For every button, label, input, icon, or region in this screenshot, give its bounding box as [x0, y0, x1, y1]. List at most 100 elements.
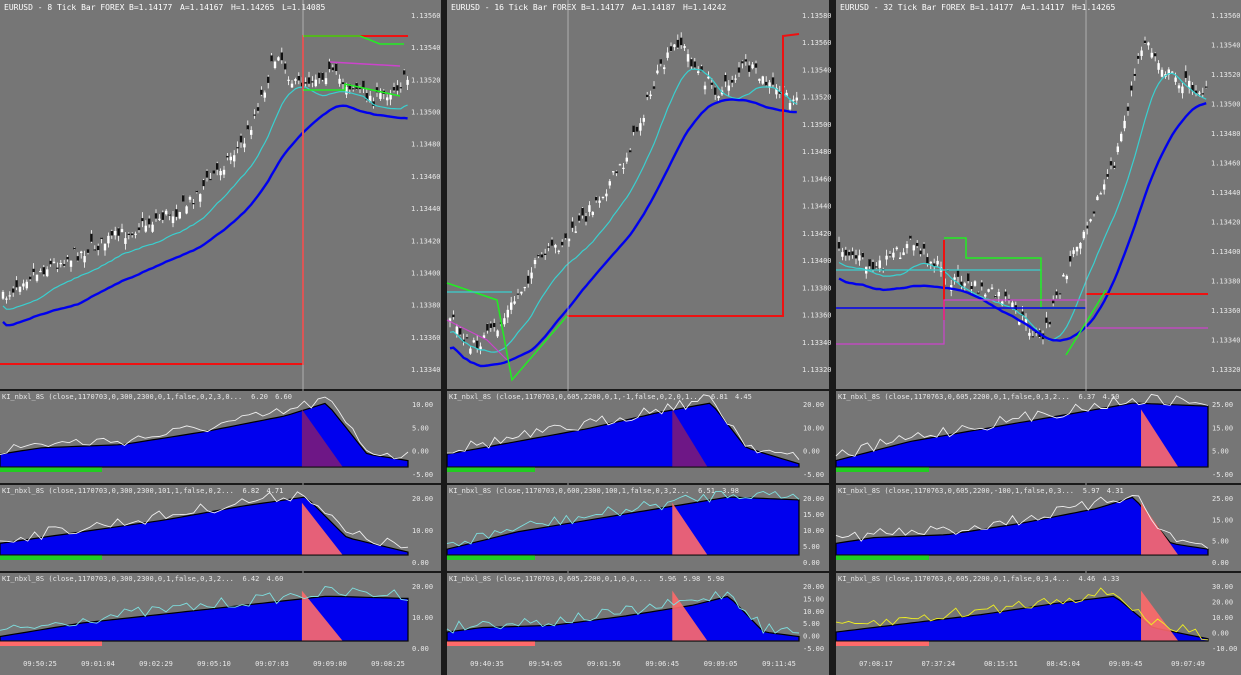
- indicator-signal-line: [0, 586, 409, 631]
- price-pane: [0, 0, 441, 389]
- time-label: 09:07:03: [255, 660, 289, 668]
- candle-body: [758, 78, 761, 81]
- indicator-pane-1: KI_nbxl_8S (close,1170703,0,605,2200,0,1…: [446, 391, 829, 483]
- candle-body: [107, 235, 110, 244]
- time-label: 08:45:04: [1046, 660, 1080, 668]
- candle-body: [714, 87, 717, 95]
- indicator-value: 5.97: [1083, 487, 1100, 495]
- candle-body: [1028, 332, 1031, 336]
- ma-slow-line: [2, 104, 408, 327]
- candle-body: [792, 99, 795, 101]
- candle-body: [771, 77, 775, 85]
- indicator-zone-bar: [836, 467, 929, 472]
- candle-body: [622, 167, 625, 169]
- indicator-histogram: [835, 402, 1209, 468]
- indicator-tick-label: 15.00: [1212, 424, 1233, 432]
- candle-body: [1123, 120, 1126, 129]
- indicator-tick-label: 0.00: [803, 633, 820, 641]
- indicator-tick-label: 5.00: [803, 620, 820, 628]
- candle-body: [595, 196, 598, 201]
- price-tick-label: 1.13500: [802, 121, 832, 129]
- candle-body: [506, 309, 509, 318]
- candle-body: [727, 85, 730, 91]
- price-tick-label: 1.13460: [802, 175, 832, 183]
- indicator-pane-1: KI_nbxl_8S (close,1170763,0,605,2200,0,1…: [835, 391, 1241, 483]
- candle-body: [165, 210, 168, 215]
- candle-body: [967, 273, 970, 282]
- candle-body: [304, 82, 307, 84]
- candle-body: [134, 233, 137, 235]
- indicator-value: 6.51: [698, 487, 715, 495]
- price-tick-label: 1.13460: [1211, 160, 1241, 168]
- candle-body: [885, 255, 888, 260]
- candle-body: [851, 251, 854, 256]
- time-label: 07:37:24: [922, 660, 956, 668]
- candle-body: [871, 261, 875, 270]
- header-value: B=1.14177: [581, 3, 625, 12]
- price-tick-label: 1.13460: [411, 173, 441, 181]
- candle-body: [246, 125, 249, 130]
- green-level-line: [303, 35, 404, 45]
- indicator-tick-label: 0.00: [412, 448, 429, 456]
- indicator-decline-segment: [1141, 409, 1179, 467]
- candle-body: [697, 71, 700, 74]
- candle-body: [523, 286, 526, 289]
- candle-body: [1188, 80, 1191, 89]
- time-label: 09:08:25: [371, 660, 405, 668]
- candle-body: [406, 79, 409, 85]
- candle-body: [795, 97, 798, 101]
- candle-body: [1137, 55, 1140, 59]
- candle-body: [632, 125, 635, 133]
- candle-body: [635, 126, 639, 132]
- candle-body: [768, 82, 771, 88]
- time-label: 09:07:49: [1171, 660, 1205, 668]
- candle-body: [287, 79, 290, 81]
- candle-body: [328, 61, 331, 70]
- candle-body: [39, 270, 42, 273]
- candle-body: [219, 170, 222, 176]
- candle-body: [1181, 86, 1184, 94]
- indicator-label: KI_nbxl_8S (close,1170703,0,605,2200,0,1…: [449, 393, 702, 401]
- indicator-value: 4.31: [1107, 487, 1124, 495]
- indicator-tick-label: 0.00: [1212, 630, 1229, 638]
- candle-body: [476, 340, 479, 349]
- candle-body: [659, 59, 662, 64]
- indicator-tick-label: 10.00: [803, 424, 824, 432]
- candle-body: [754, 63, 758, 68]
- chart-title: EURUSD - 32 Tick Bar FOREX: [840, 3, 965, 12]
- candle-body: [540, 254, 543, 258]
- indicator-label: KI_nbxl_8S (close,1170703,0,300,2300,0,1…: [2, 575, 234, 583]
- candle-body: [868, 259, 871, 267]
- candle-body: [578, 215, 581, 221]
- candle-body: [788, 103, 792, 110]
- candle-body: [618, 164, 622, 166]
- indicator-tick-label: 20.00: [1212, 599, 1233, 607]
- price-tick-label: 1.13400: [411, 269, 441, 277]
- candle-body: [465, 337, 469, 339]
- candle-body: [960, 281, 963, 287]
- indicator-decline-segment: [672, 409, 708, 467]
- candle-body: [294, 79, 297, 81]
- candle-body: [103, 243, 107, 251]
- candle-body: [608, 181, 611, 186]
- indicator-tick-label: -5.00: [803, 645, 824, 653]
- time-label: 09:01:56: [587, 660, 621, 668]
- candle-body: [1092, 211, 1096, 214]
- candle-body: [533, 260, 537, 265]
- indicator-value: 5.96: [659, 575, 676, 583]
- candle-body: [171, 216, 175, 224]
- candle-body: [63, 264, 66, 266]
- candle-body: [1065, 275, 1068, 280]
- price-tick-label: 1.13560: [802, 39, 832, 47]
- candle-body: [899, 257, 902, 259]
- indicator-value: 4.60: [267, 575, 284, 583]
- candle-body: [953, 277, 956, 280]
- time-label: 09:09:45: [1109, 660, 1143, 668]
- price-tick-label: 1.13360: [1211, 307, 1241, 315]
- candle-body: [369, 95, 372, 103]
- candle-body: [987, 289, 990, 292]
- candle-body: [700, 66, 703, 72]
- candle-body: [331, 67, 334, 71]
- candle-body: [1075, 246, 1079, 252]
- candle-body: [352, 88, 355, 90]
